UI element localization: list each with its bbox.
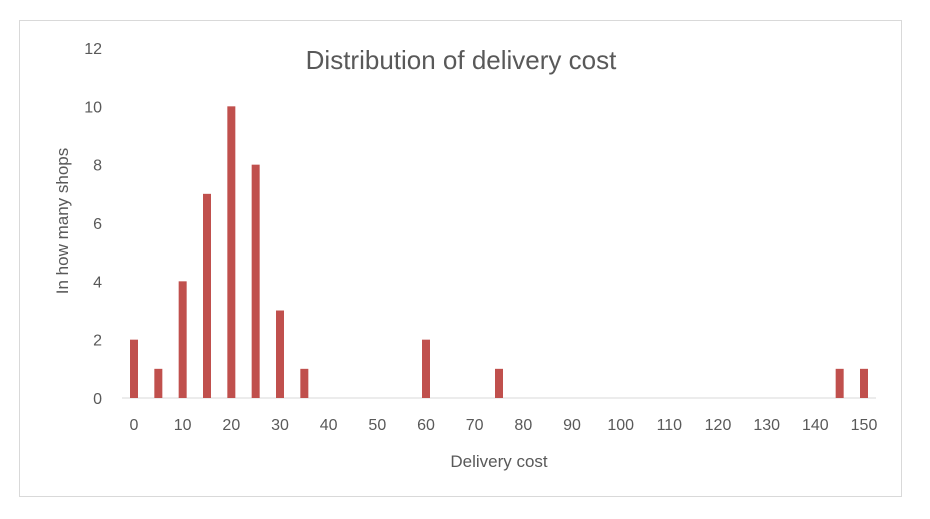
bar	[154, 368, 163, 398]
y-axis-ticks: 0 2 4 6 8 10 12	[84, 41, 102, 408]
bars	[130, 106, 868, 398]
bar	[178, 281, 187, 398]
x-tick-label: 60	[417, 417, 435, 434]
y-tick-label: 8	[93, 158, 102, 175]
bar	[495, 368, 503, 398]
y-tick-label: 10	[84, 99, 102, 116]
bar	[203, 193, 211, 398]
chart: Distribution of delivery cost 024681012 …	[53, 41, 878, 471]
x-tick-label: 140	[802, 417, 829, 434]
x-tick-label: 20	[222, 417, 240, 434]
y-tick-label: 2	[93, 333, 102, 350]
y-tick-label: 12	[84, 41, 102, 58]
x-tick-label: 110	[657, 417, 683, 434]
bar	[276, 310, 284, 398]
x-tick-label: 90	[563, 417, 581, 434]
x-tick-label: 70	[466, 417, 484, 434]
bar	[835, 368, 844, 398]
y-tick-label: 0	[93, 391, 102, 408]
x-tick-label: 150	[851, 417, 878, 434]
x-tick-label: 50	[368, 417, 386, 434]
y-tick-label: 6	[93, 216, 102, 233]
bar	[130, 339, 138, 398]
x-tick-label: 0	[130, 417, 139, 434]
x-tick-label: 30	[271, 417, 289, 434]
bar	[860, 368, 868, 398]
bar	[422, 339, 430, 398]
x-tick-label: 10	[174, 417, 192, 434]
bar	[251, 164, 260, 398]
x-tick-label: 100	[607, 417, 634, 434]
y-axis-label: In how many shops	[53, 148, 72, 294]
x-axis-ticks: 0 10 20 30 40 50 60 70 80 90 100 110 120 130 140 150	[130, 417, 878, 434]
chart-frame: Distribution of delivery cost 0 2 4 6 8 10 12 …	[19, 20, 902, 497]
x-tick-label: 130	[753, 417, 780, 434]
y-tick-label: 4	[93, 274, 102, 291]
x-tick-label: 80	[514, 417, 532, 434]
x-axis-label: Delivery cost	[450, 452, 548, 471]
x-tick-label: 120	[705, 417, 732, 434]
chart-title: Distribution of delivery cost	[306, 45, 617, 75]
bar	[300, 368, 309, 398]
bar	[227, 106, 236, 398]
x-tick-label: 40	[320, 417, 338, 434]
